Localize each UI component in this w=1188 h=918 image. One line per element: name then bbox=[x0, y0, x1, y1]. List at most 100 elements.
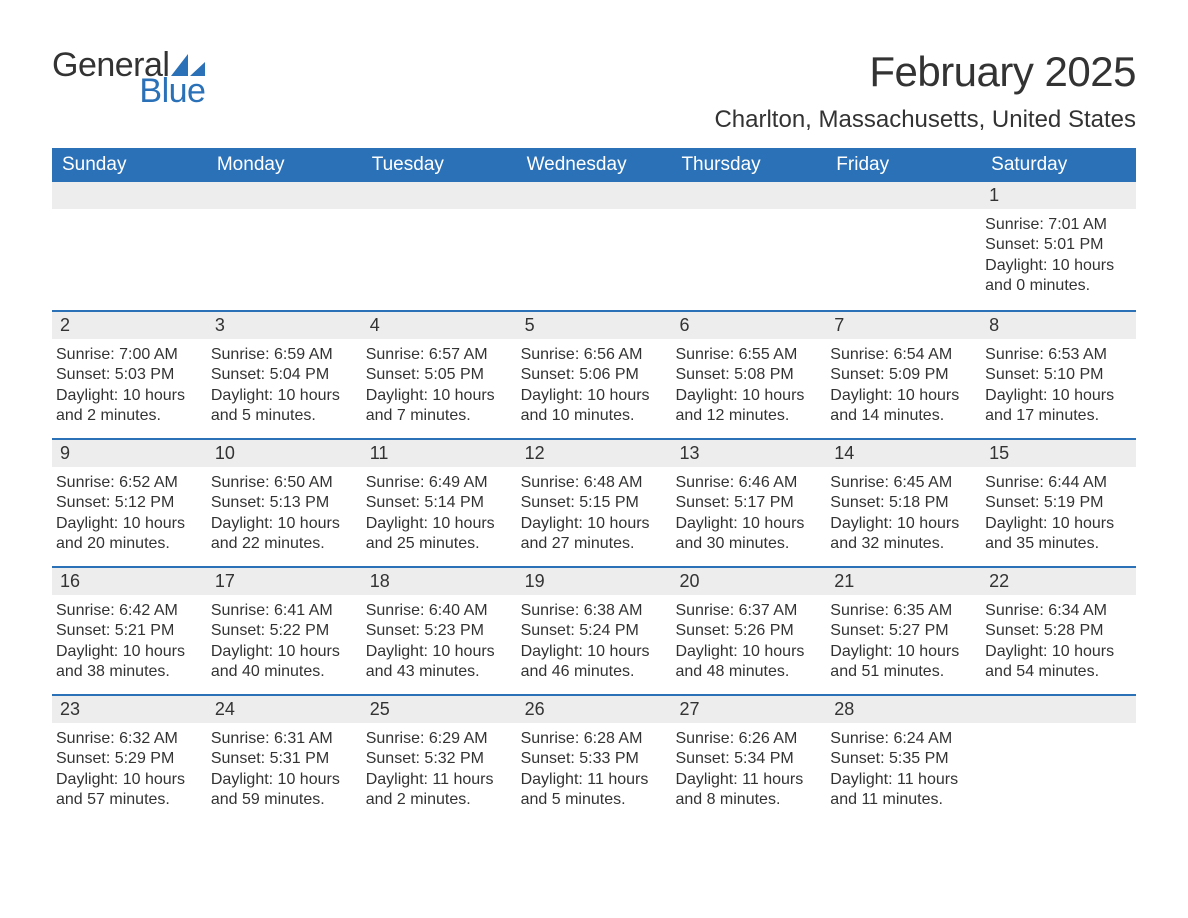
daylight-line: Daylight: 11 hours and 8 minutes. bbox=[675, 770, 820, 811]
daylight-line: Daylight: 10 hours and 35 minutes. bbox=[985, 514, 1130, 555]
day-body: Sunrise: 6:44 AMSunset: 5:19 PMDaylight:… bbox=[981, 467, 1136, 561]
calendar-day: 2Sunrise: 7:00 AMSunset: 5:03 PMDaylight… bbox=[52, 312, 207, 438]
daylight-line: Daylight: 10 hours and 43 minutes. bbox=[366, 642, 511, 683]
day-body: Sunrise: 6:35 AMSunset: 5:27 PMDaylight:… bbox=[826, 595, 981, 689]
day-number: 18 bbox=[362, 568, 517, 595]
calendar-day: 28Sunrise: 6:24 AMSunset: 5:35 PMDayligh… bbox=[826, 696, 981, 822]
calendar: SundayMondayTuesdayWednesdayThursdayFrid… bbox=[52, 148, 1136, 822]
day-number: 27 bbox=[671, 696, 826, 723]
day-number bbox=[671, 182, 826, 209]
calendar-day-empty bbox=[671, 182, 826, 310]
calendar-day: 26Sunrise: 6:28 AMSunset: 5:33 PMDayligh… bbox=[517, 696, 672, 822]
sunrise-line: Sunrise: 6:34 AM bbox=[985, 601, 1130, 621]
calendar-day: 15Sunrise: 6:44 AMSunset: 5:19 PMDayligh… bbox=[981, 440, 1136, 566]
dow-cell: Sunday bbox=[52, 148, 207, 182]
daylight-line: Daylight: 10 hours and 32 minutes. bbox=[830, 514, 975, 555]
calendar-day: 3Sunrise: 6:59 AMSunset: 5:04 PMDaylight… bbox=[207, 312, 362, 438]
day-number: 11 bbox=[362, 440, 517, 467]
daylight-line: Daylight: 10 hours and 51 minutes. bbox=[830, 642, 975, 683]
daylight-line: Daylight: 10 hours and 25 minutes. bbox=[366, 514, 511, 555]
calendar-week: 16Sunrise: 6:42 AMSunset: 5:21 PMDayligh… bbox=[52, 566, 1136, 694]
brand-word2: Blue bbox=[139, 74, 205, 108]
day-body: Sunrise: 6:31 AMSunset: 5:31 PMDaylight:… bbox=[207, 723, 362, 817]
day-number: 23 bbox=[52, 696, 207, 723]
day-body: Sunrise: 6:53 AMSunset: 5:10 PMDaylight:… bbox=[981, 339, 1136, 433]
sunset-line: Sunset: 5:32 PM bbox=[366, 749, 511, 769]
day-number: 16 bbox=[52, 568, 207, 595]
month-title: February 2025 bbox=[714, 48, 1136, 96]
day-body: Sunrise: 6:57 AMSunset: 5:05 PMDaylight:… bbox=[362, 339, 517, 433]
daylight-line: Daylight: 10 hours and 22 minutes. bbox=[211, 514, 356, 555]
daylight-line: Daylight: 10 hours and 27 minutes. bbox=[521, 514, 666, 555]
sunset-line: Sunset: 5:22 PM bbox=[211, 621, 356, 641]
sunset-line: Sunset: 5:10 PM bbox=[985, 365, 1130, 385]
sunrise-line: Sunrise: 6:41 AM bbox=[211, 601, 356, 621]
day-number: 22 bbox=[981, 568, 1136, 595]
calendar-day-empty bbox=[517, 182, 672, 310]
sunrise-line: Sunrise: 6:48 AM bbox=[521, 473, 666, 493]
calendar-day: 17Sunrise: 6:41 AMSunset: 5:22 PMDayligh… bbox=[207, 568, 362, 694]
sunrise-line: Sunrise: 6:42 AM bbox=[56, 601, 201, 621]
daylight-line: Daylight: 10 hours and 14 minutes. bbox=[830, 386, 975, 427]
day-body: Sunrise: 6:42 AMSunset: 5:21 PMDaylight:… bbox=[52, 595, 207, 689]
daylight-line: Daylight: 10 hours and 46 minutes. bbox=[521, 642, 666, 683]
calendar-day-empty bbox=[52, 182, 207, 310]
sunset-line: Sunset: 5:06 PM bbox=[521, 365, 666, 385]
sunset-line: Sunset: 5:26 PM bbox=[675, 621, 820, 641]
calendar-day-empty bbox=[362, 182, 517, 310]
sunrise-line: Sunrise: 6:38 AM bbox=[521, 601, 666, 621]
sunset-line: Sunset: 5:31 PM bbox=[211, 749, 356, 769]
day-number: 7 bbox=[826, 312, 981, 339]
day-body: Sunrise: 6:28 AMSunset: 5:33 PMDaylight:… bbox=[517, 723, 672, 817]
day-body: Sunrise: 7:00 AMSunset: 5:03 PMDaylight:… bbox=[52, 339, 207, 433]
calendar-day: 1Sunrise: 7:01 AMSunset: 5:01 PMDaylight… bbox=[981, 182, 1136, 310]
calendar-day: 22Sunrise: 6:34 AMSunset: 5:28 PMDayligh… bbox=[981, 568, 1136, 694]
day-body: Sunrise: 6:49 AMSunset: 5:14 PMDaylight:… bbox=[362, 467, 517, 561]
day-number: 26 bbox=[517, 696, 672, 723]
sunrise-line: Sunrise: 6:56 AM bbox=[521, 345, 666, 365]
sunrise-line: Sunrise: 7:01 AM bbox=[985, 215, 1130, 235]
day-number: 4 bbox=[362, 312, 517, 339]
sunset-line: Sunset: 5:28 PM bbox=[985, 621, 1130, 641]
calendar-day: 27Sunrise: 6:26 AMSunset: 5:34 PMDayligh… bbox=[671, 696, 826, 822]
sunrise-line: Sunrise: 6:46 AM bbox=[675, 473, 820, 493]
daylight-line: Daylight: 10 hours and 20 minutes. bbox=[56, 514, 201, 555]
calendar-day: 5Sunrise: 6:56 AMSunset: 5:06 PMDaylight… bbox=[517, 312, 672, 438]
sunset-line: Sunset: 5:21 PM bbox=[56, 621, 201, 641]
sunset-line: Sunset: 5:29 PM bbox=[56, 749, 201, 769]
calendar-day: 24Sunrise: 6:31 AMSunset: 5:31 PMDayligh… bbox=[207, 696, 362, 822]
sunset-line: Sunset: 5:33 PM bbox=[521, 749, 666, 769]
sunset-line: Sunset: 5:15 PM bbox=[521, 493, 666, 513]
day-number bbox=[517, 182, 672, 209]
day-body: Sunrise: 6:37 AMSunset: 5:26 PMDaylight:… bbox=[671, 595, 826, 689]
day-number: 5 bbox=[517, 312, 672, 339]
dow-cell: Thursday bbox=[671, 148, 826, 182]
day-number: 25 bbox=[362, 696, 517, 723]
daylight-line: Daylight: 10 hours and 30 minutes. bbox=[675, 514, 820, 555]
brand-logo: General Blue bbox=[52, 48, 205, 108]
day-body: Sunrise: 6:46 AMSunset: 5:17 PMDaylight:… bbox=[671, 467, 826, 561]
calendar-day: 7Sunrise: 6:54 AMSunset: 5:09 PMDaylight… bbox=[826, 312, 981, 438]
daylight-line: Daylight: 10 hours and 59 minutes. bbox=[211, 770, 356, 811]
calendar-day: 4Sunrise: 6:57 AMSunset: 5:05 PMDaylight… bbox=[362, 312, 517, 438]
sunrise-line: Sunrise: 6:31 AM bbox=[211, 729, 356, 749]
dow-cell: Saturday bbox=[981, 148, 1136, 182]
sunset-line: Sunset: 5:18 PM bbox=[830, 493, 975, 513]
day-number: 9 bbox=[52, 440, 207, 467]
sunset-line: Sunset: 5:01 PM bbox=[985, 235, 1130, 255]
day-body: Sunrise: 6:29 AMSunset: 5:32 PMDaylight:… bbox=[362, 723, 517, 817]
sunrise-line: Sunrise: 6:59 AM bbox=[211, 345, 356, 365]
day-body: Sunrise: 6:34 AMSunset: 5:28 PMDaylight:… bbox=[981, 595, 1136, 689]
sunrise-line: Sunrise: 6:50 AM bbox=[211, 473, 356, 493]
calendar-week: 23Sunrise: 6:32 AMSunset: 5:29 PMDayligh… bbox=[52, 694, 1136, 822]
sunrise-line: Sunrise: 6:29 AM bbox=[366, 729, 511, 749]
day-body: Sunrise: 6:50 AMSunset: 5:13 PMDaylight:… bbox=[207, 467, 362, 561]
sunset-line: Sunset: 5:12 PM bbox=[56, 493, 201, 513]
daylight-line: Daylight: 10 hours and 0 minutes. bbox=[985, 256, 1130, 297]
sunrise-line: Sunrise: 6:28 AM bbox=[521, 729, 666, 749]
day-number bbox=[826, 182, 981, 209]
calendar-week: 2Sunrise: 7:00 AMSunset: 5:03 PMDaylight… bbox=[52, 310, 1136, 438]
calendar-day-empty bbox=[826, 182, 981, 310]
day-number: 24 bbox=[207, 696, 362, 723]
sunset-line: Sunset: 5:13 PM bbox=[211, 493, 356, 513]
